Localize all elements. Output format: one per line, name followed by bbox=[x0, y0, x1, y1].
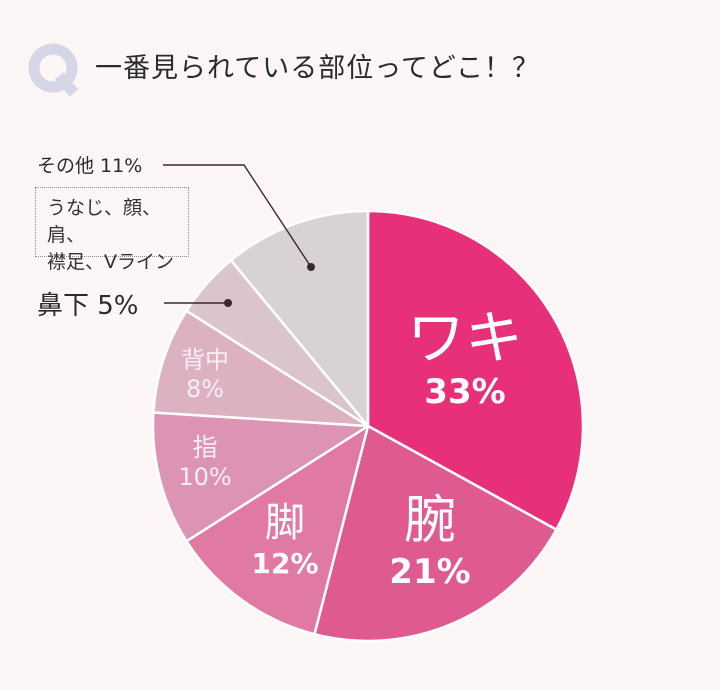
slice-waki bbox=[366, 209, 585, 531]
waki-label: ワキ 33% bbox=[395, 305, 535, 413]
yubi-pct: 10% bbox=[178, 463, 232, 491]
leader-lines bbox=[163, 164, 315, 307]
nose-leader-dot bbox=[224, 299, 232, 307]
nose-label: 鼻下 5% bbox=[37, 291, 139, 321]
senaka-label: 背中 8% bbox=[160, 345, 250, 403]
slice-other bbox=[229, 209, 370, 428]
ashi-label: 脚 12% bbox=[235, 500, 335, 582]
slice-ude bbox=[313, 424, 558, 643]
senaka-pct: 8% bbox=[185, 375, 225, 403]
waki-name: ワキ bbox=[406, 304, 523, 372]
yubi-label: 指 10% bbox=[165, 433, 245, 491]
ude-pct: 21% bbox=[389, 552, 471, 592]
other-detail-line1: うなじ、顔、肩、 bbox=[47, 197, 162, 246]
ude-label: 腕 21% bbox=[370, 490, 490, 592]
slice-senaka bbox=[152, 309, 370, 428]
other-label: その他 11% bbox=[37, 155, 143, 177]
other-detail-line2: 襟足、Vライン bbox=[47, 251, 174, 273]
senaka-name: 背中 bbox=[181, 346, 229, 374]
ashi-pct: 12% bbox=[251, 547, 319, 580]
chart-title: 一番見られている部位ってどこ！？ bbox=[95, 53, 541, 84]
yubi-name: 指 bbox=[192, 433, 218, 462]
other-detail-box: うなじ、顔、肩、 襟足、Vライン bbox=[35, 187, 189, 273]
q-icon bbox=[28, 43, 79, 97]
ude-name: 腕 bbox=[403, 491, 456, 551]
waki-pct: 33% bbox=[424, 372, 506, 412]
slice-yubi bbox=[151, 411, 370, 543]
ashi-name: 脚 bbox=[265, 500, 305, 546]
other-leader-dot bbox=[307, 263, 315, 271]
slice-ashi bbox=[185, 424, 370, 636]
other-leader-line bbox=[163, 164, 312, 268]
